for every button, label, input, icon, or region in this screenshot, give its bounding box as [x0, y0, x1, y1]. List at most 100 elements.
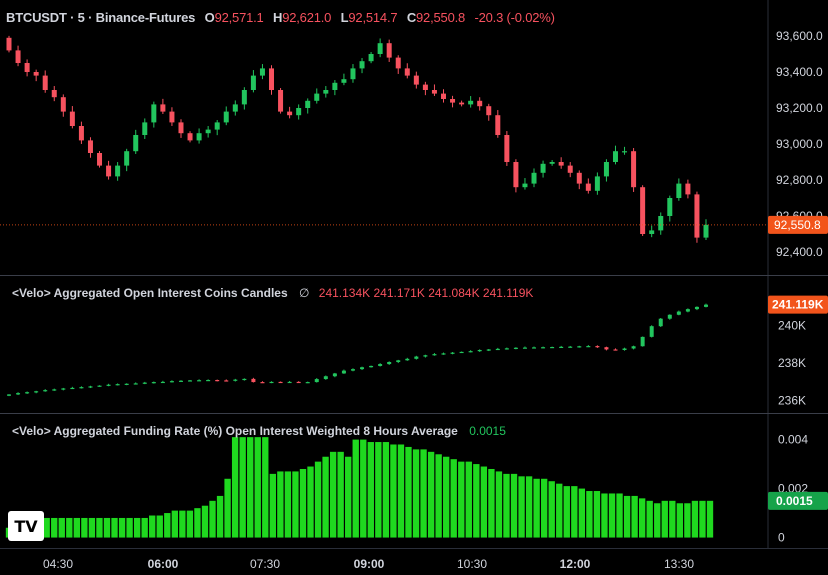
funding-bar — [314, 461, 322, 538]
price-candle — [640, 187, 646, 234]
price-candle — [278, 90, 284, 112]
time-axis-tick: 09:00 — [354, 557, 385, 571]
funding-bar — [43, 517, 50, 538]
oi-candle — [486, 349, 491, 351]
funding-bar — [367, 442, 374, 538]
time-axis-tick: 12:00 — [560, 557, 591, 571]
funding-bar — [66, 517, 73, 538]
price-candle — [178, 122, 184, 134]
funding-bar — [247, 437, 254, 538]
price-candle — [51, 90, 57, 98]
time-axis-tick: 07:30 — [250, 557, 280, 571]
price-candle — [594, 176, 600, 191]
oi-axis-tick: 240K — [778, 319, 806, 333]
oi-axis-tick: 236K — [778, 394, 806, 408]
price-candle — [350, 68, 356, 80]
funding-bar — [201, 505, 209, 538]
oi-candle — [124, 383, 129, 385]
oi-candle — [387, 362, 392, 365]
price-candle — [305, 100, 311, 108]
funding-bar — [623, 495, 631, 538]
price-candle — [296, 108, 302, 116]
price-candle — [69, 111, 75, 126]
change-value: -20.3 (-0.02%) — [474, 10, 555, 25]
price-candle — [314, 93, 320, 101]
funding-panel-title[interactable]: <Velo> Aggregated Funding Rate (%) Open … — [12, 424, 458, 438]
tradingview-logo[interactable]: TV — [8, 511, 44, 541]
price-candle — [531, 172, 537, 184]
price-candle — [658, 216, 664, 231]
oi-candle — [169, 381, 174, 383]
high-label: H — [273, 10, 283, 25]
oi-candle — [52, 389, 57, 391]
funding-bar — [96, 517, 103, 538]
funding-bar — [126, 517, 133, 538]
price-candle — [395, 57, 401, 69]
funding-bar — [480, 466, 488, 538]
time-axis-tick: 13:30 — [664, 557, 694, 571]
funding-last-badge — [768, 491, 828, 510]
funding-axis-tick: 0.004 — [778, 433, 808, 447]
price-candle — [504, 135, 510, 162]
oi-candle — [613, 349, 618, 351]
price-candle — [549, 162, 555, 164]
price-candle — [124, 151, 130, 166]
price-candle — [24, 63, 30, 72]
oi-candle — [504, 348, 509, 350]
last-price-badge — [768, 215, 828, 234]
funding-bar — [322, 456, 329, 538]
funding-bar — [578, 488, 586, 538]
symbol-label[interactable]: BTCUSDT · 5 · Binance-Futures — [6, 10, 196, 25]
oi-candle — [513, 347, 518, 349]
price-candle — [15, 50, 21, 63]
funding-bar — [661, 500, 668, 538]
low-label: L — [340, 10, 349, 25]
funding-bar — [518, 476, 525, 538]
funding-bar — [510, 473, 518, 538]
oi-candle — [7, 394, 11, 396]
oi-candle — [70, 387, 75, 390]
oi-candle — [369, 365, 374, 368]
price-axis-tick: 93,200.0 — [776, 101, 823, 115]
price-candle — [377, 43, 383, 54]
price-candle — [33, 72, 39, 76]
oi-panel-header: <Velo> Aggregated Open Interest Coins Ca… — [12, 286, 533, 300]
funding-bar — [631, 495, 638, 538]
funding-bar — [405, 446, 412, 538]
oi-candle — [694, 306, 699, 310]
oi-panel-title[interactable]: <Velo> Aggregated Open Interest Coins Ca… — [12, 286, 288, 300]
funding-bar — [352, 439, 359, 538]
funding-bar — [254, 437, 261, 538]
funding-bar — [209, 500, 216, 538]
funding-bar — [691, 500, 699, 538]
oi-candle — [25, 392, 30, 394]
price-candle — [223, 111, 229, 123]
funding-bar — [171, 510, 178, 538]
symbol-header: BTCUSDT · 5 · Binance-Futures O92,571.1 … — [6, 10, 555, 25]
price-candle — [151, 104, 157, 123]
oi-candle — [441, 353, 446, 355]
oi-candle — [151, 382, 156, 384]
oi-candle — [414, 356, 419, 359]
price-axis-tick: 92,400.0 — [776, 245, 823, 259]
last-price-label: 92,550.8 — [774, 218, 821, 232]
funding-bar — [397, 444, 405, 538]
oi-axis-tick: 238K — [778, 356, 806, 370]
funding-bar — [443, 456, 450, 538]
oi-candle — [341, 370, 346, 374]
oi-candle — [251, 378, 256, 383]
funding-panel-header: <Velo> Aggregated Funding Rate (%) Open … — [12, 424, 506, 438]
funding-bar — [435, 454, 442, 538]
price-candle — [87, 140, 93, 153]
oi-candle — [287, 381, 292, 384]
funding-bar — [616, 493, 623, 538]
funding-bar — [73, 517, 81, 538]
funding-bar — [307, 466, 314, 538]
price-candle — [603, 162, 609, 177]
oi-candle — [269, 381, 274, 384]
price-candle — [522, 183, 528, 188]
price-candle — [576, 172, 582, 184]
price-candle — [386, 43, 392, 58]
oi-candle — [197, 380, 202, 382]
